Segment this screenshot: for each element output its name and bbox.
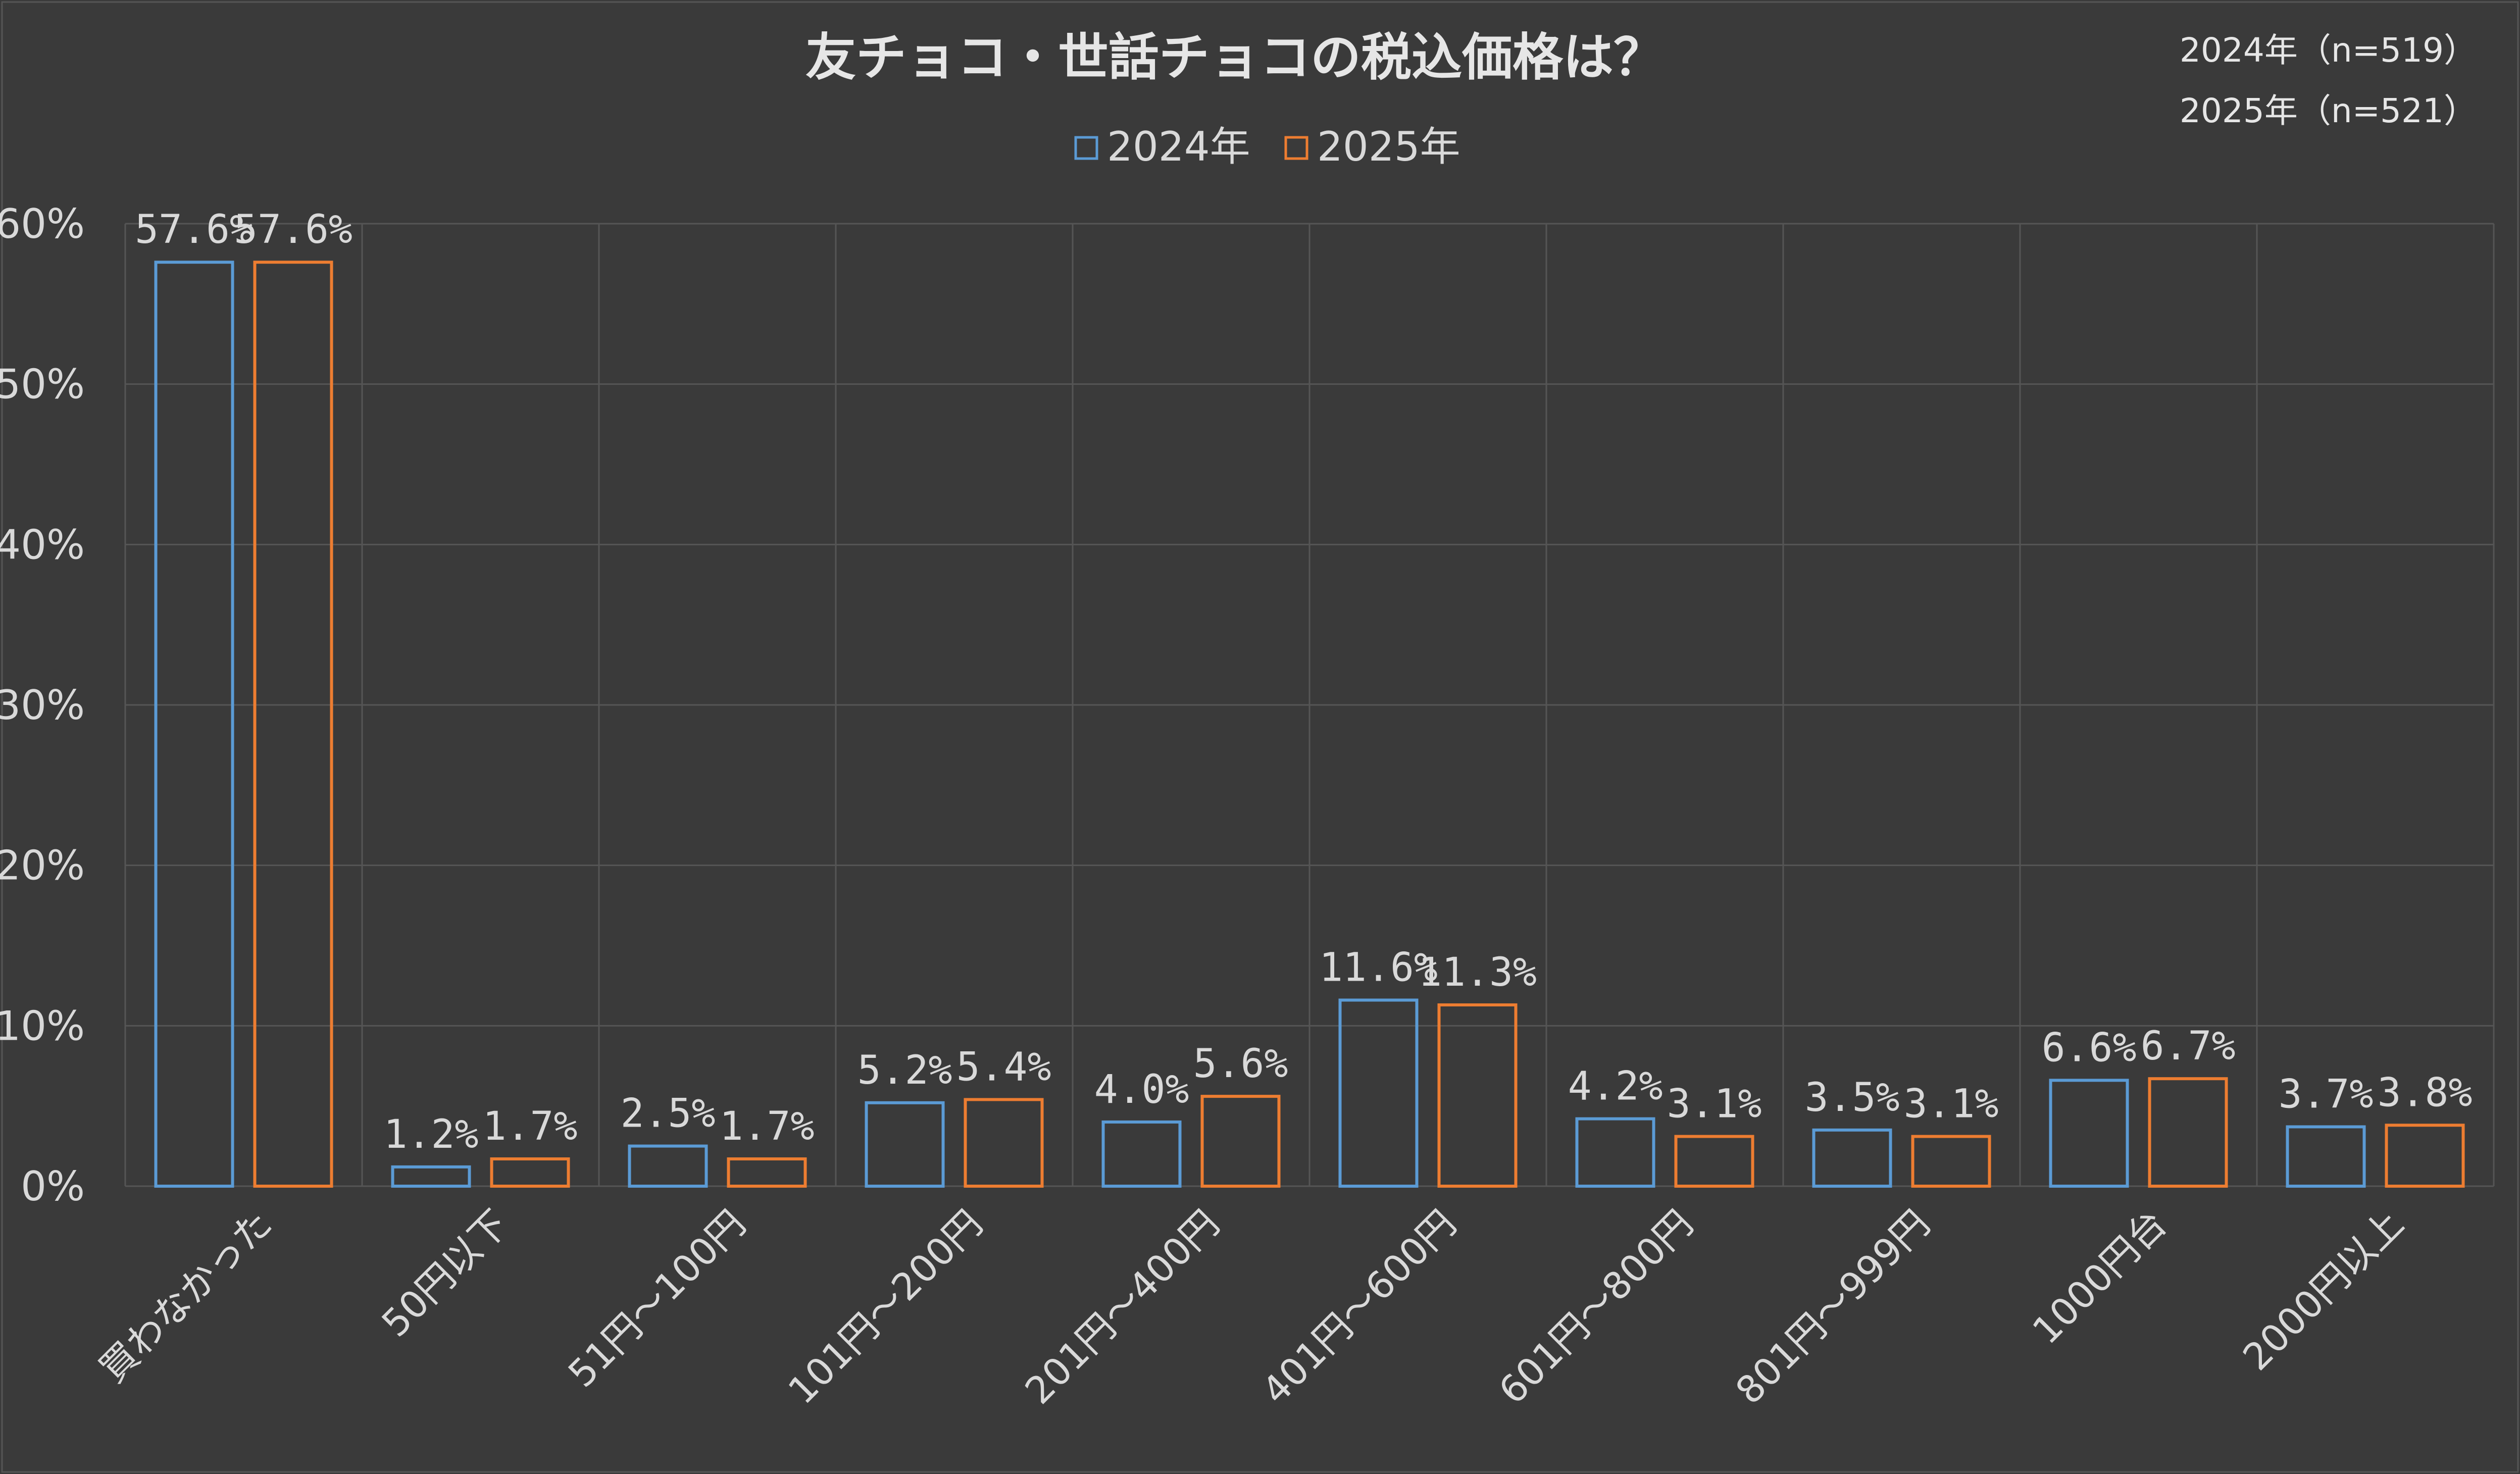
data-label: 11.6% <box>1319 945 1438 991</box>
data-label: 6.6% <box>2042 1025 2137 1071</box>
bar-2025 <box>1200 1095 1281 1188</box>
data-label: 5.6% <box>1193 1041 1288 1087</box>
data-label: 6.7% <box>2141 1024 2236 1069</box>
data-label: 57.6% <box>234 207 352 252</box>
data-label: 5.4% <box>956 1044 1051 1090</box>
bar-2024 <box>1101 1120 1182 1188</box>
legend-label-2024: 2024年 <box>1107 123 1250 170</box>
bar-2024 <box>2286 1125 2366 1188</box>
data-label: 1.7% <box>483 1104 578 1149</box>
data-label: 1.7% <box>720 1104 815 1149</box>
bar-2025 <box>1437 1003 1518 1188</box>
bar-2024 <box>865 1101 945 1188</box>
legend-label-2025: 2025年 <box>1317 123 1460 170</box>
bar-2025 <box>490 1157 570 1188</box>
y-axis-ticks: 0% 10% 20% 30% 40% 50% 60% <box>0 200 85 1210</box>
data-labels: 57.6%57.6%1.2% 1.7% 2.5% 1.7%5.2% 5.4% 4.0%5.… <box>135 207 2472 1157</box>
data-label: 57.6% <box>135 207 254 252</box>
bar-2025 <box>1674 1135 1754 1188</box>
legend: 2024年 2025年 <box>1074 123 1460 170</box>
bar-2024 <box>1575 1117 1655 1188</box>
bars <box>154 261 2465 1188</box>
data-label: 11.3% <box>1418 950 1537 995</box>
data-label: 2.5% <box>621 1091 716 1137</box>
data-label: 3.5% <box>1805 1075 1900 1121</box>
y-tick-label: 0% <box>21 1163 85 1210</box>
sample-note-2024: 2024年（n=519） <box>2180 31 2477 70</box>
sample-note-2025: 2025年（n=521） <box>2180 91 2477 130</box>
bar-2024 <box>628 1144 708 1188</box>
data-label: 4.2% <box>1568 1064 1663 1109</box>
bar-2024 <box>1812 1128 1892 1188</box>
bar-2025 <box>1911 1135 1991 1188</box>
bar-2024 <box>391 1165 471 1188</box>
data-label: 3.8% <box>2378 1070 2473 1115</box>
bar-2024 <box>1338 998 1419 1188</box>
bar-2024 <box>2049 1079 2129 1188</box>
bar-2025 <box>727 1157 807 1188</box>
y-tick-label: 50% <box>0 361 85 408</box>
bar-2024 <box>154 261 234 1188</box>
data-label: 3.7% <box>2279 1072 2374 1117</box>
y-tick-label: 10% <box>0 1002 85 1049</box>
bar-2025 <box>2148 1077 2228 1188</box>
data-label: 4.0% <box>1094 1067 1189 1112</box>
y-tick-label: 40% <box>0 521 85 568</box>
data-label: 5.2% <box>858 1048 952 1093</box>
bar-2025 <box>2385 1124 2465 1188</box>
y-tick-label: 60% <box>0 200 85 247</box>
data-label: 3.1% <box>1904 1082 1999 1127</box>
legend-swatch-2025 <box>1284 136 1308 160</box>
y-tick-label: 20% <box>0 842 85 889</box>
y-tick-label: 30% <box>0 682 85 729</box>
chart-title: 友チョコ・世話チョコの税込価格は？ <box>805 28 1664 87</box>
legend-swatch-2024 <box>1074 136 1098 160</box>
data-label: 1.2% <box>384 1112 479 1157</box>
data-label: 3.1% <box>1667 1082 1762 1127</box>
bar-2025 <box>964 1098 1044 1188</box>
bar-2025 <box>253 261 333 1188</box>
